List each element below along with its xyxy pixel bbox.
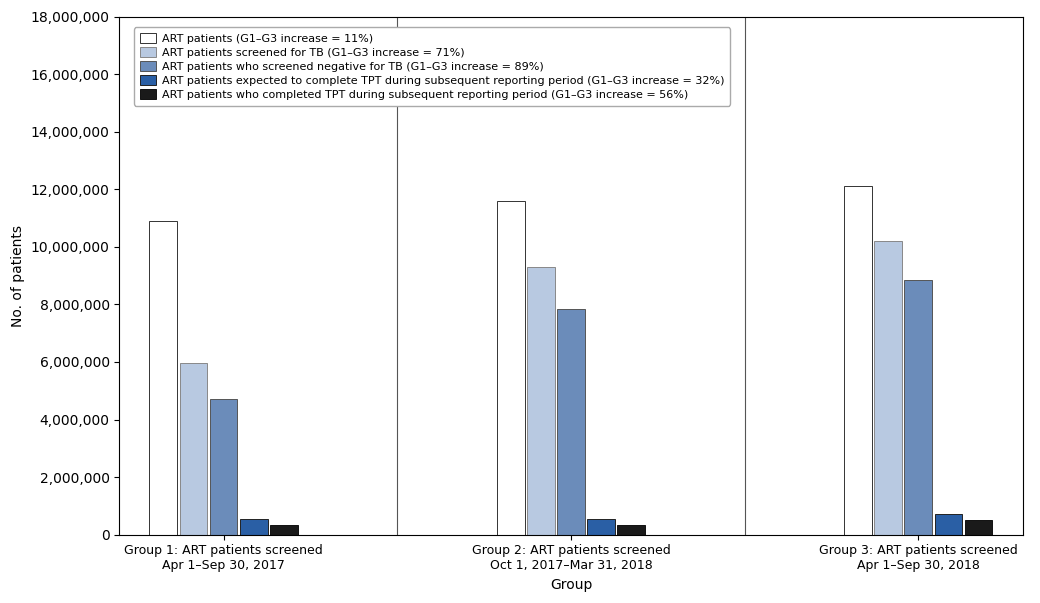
Bar xyxy=(527,267,554,535)
Bar xyxy=(965,520,992,535)
Bar xyxy=(844,186,872,535)
Bar xyxy=(618,525,645,535)
Bar xyxy=(557,309,584,535)
Bar xyxy=(270,525,297,535)
Bar xyxy=(905,280,932,535)
Bar xyxy=(240,519,267,535)
X-axis label: Group: Group xyxy=(550,578,592,592)
Bar xyxy=(588,519,615,535)
Bar xyxy=(875,241,902,535)
Bar xyxy=(150,221,177,535)
Bar xyxy=(180,364,207,535)
Legend: ART patients (G1–G3 increase = 11%), ART patients screened for TB (G1–G3 increas: ART patients (G1–G3 increase = 11%), ART… xyxy=(134,27,730,106)
Bar xyxy=(497,201,524,535)
Y-axis label: No. of patients: No. of patients xyxy=(11,224,25,327)
Bar xyxy=(210,399,237,535)
Bar xyxy=(935,514,962,535)
